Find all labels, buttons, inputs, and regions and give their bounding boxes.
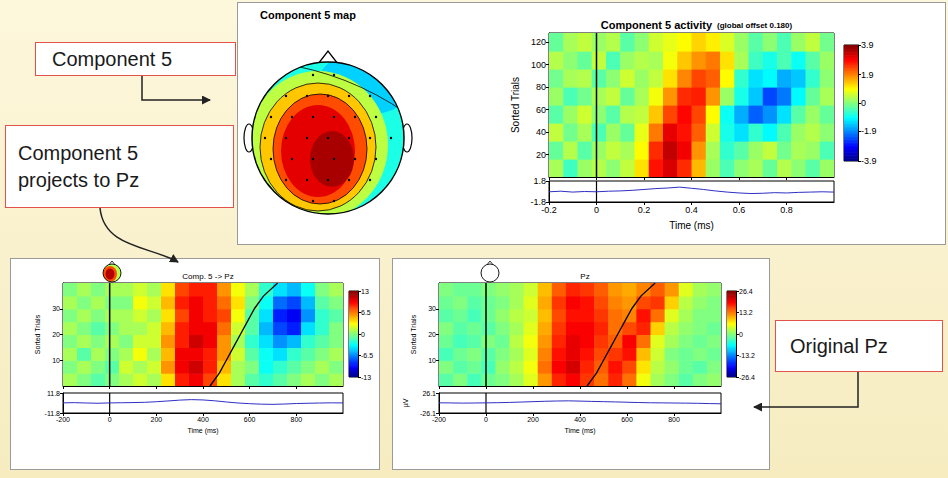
svg-text:Comp. 5 -> Pz: Comp. 5 -> Pz (182, 272, 233, 281)
svg-text:Sorted Trials: Sorted Trials (34, 314, 41, 354)
svg-text:400: 400 (197, 416, 209, 423)
svg-text:13: 13 (361, 288, 369, 295)
svg-text:26.4: 26.4 (739, 288, 753, 295)
svg-text:-200: -200 (56, 416, 70, 423)
svg-text:10: 10 (428, 357, 436, 364)
html-text:Component 5: Component 5 (52, 47, 173, 70)
svg-text:µV: µV (402, 398, 410, 407)
svg-text:Time (ms): Time (ms) (669, 220, 714, 231)
svg-text:1.8: 1.8 (533, 176, 546, 186)
svg-text:20: 20 (428, 331, 436, 338)
svg-text:26.1: 26.1 (422, 390, 436, 397)
svg-text:-200: -200 (432, 416, 446, 423)
svg-text:80: 80 (536, 82, 546, 92)
svg-text:-26.4: -26.4 (739, 374, 755, 381)
svg-text:-13.2: -13.2 (739, 352, 755, 359)
svg-text:Sorted Trials: Sorted Trials (510, 77, 521, 133)
svg-text:3.9: 3.9 (861, 40, 874, 50)
svg-text:0: 0 (108, 416, 112, 423)
svg-text:-0.2: -0.2 (541, 205, 557, 215)
html-text:Original Pz: Original Pz (790, 334, 888, 357)
svg-text:11.8: 11.8 (47, 390, 60, 397)
svg-text:600: 600 (621, 416, 633, 423)
svg-text:-3.9: -3.9 (861, 156, 877, 166)
svg-text:0: 0 (861, 98, 866, 108)
svg-text:Sorted Trials: Sorted Trials (410, 314, 417, 354)
svg-text:0: 0 (361, 331, 365, 338)
svg-text:30: 30 (52, 305, 60, 312)
svg-text:Component 5 activity: Component 5 activity (601, 19, 713, 31)
svg-text:13.2: 13.2 (739, 309, 753, 316)
svg-text:20: 20 (52, 331, 60, 338)
html-text:Component 5 map: Component 5 map (260, 9, 356, 21)
svg-text:0: 0 (739, 331, 743, 338)
svg-text:0: 0 (484, 416, 488, 423)
svg-text:600: 600 (244, 416, 256, 423)
svg-text:1.9: 1.9 (861, 70, 874, 80)
svg-text:-6.5: -6.5 (361, 352, 373, 359)
svg-text:-11.8: -11.8 (44, 409, 60, 417)
html-text:Component 5 projects to Pz: Component 5 projects to Pz (18, 141, 140, 191)
svg-text:(global offset 0.180): (global offset 0.180) (717, 21, 792, 30)
svg-text:60: 60 (536, 105, 546, 115)
svg-text:-1.9: -1.9 (861, 126, 877, 136)
svg-text:800: 800 (290, 416, 302, 423)
svg-text:120: 120 (531, 37, 546, 47)
svg-text:0: 0 (594, 205, 599, 215)
svg-text:0.8: 0.8 (780, 205, 793, 215)
svg-text:-1.8: -1.8 (530, 197, 546, 207)
svg-text:200: 200 (150, 416, 162, 423)
svg-text:200: 200 (527, 416, 539, 423)
svg-text:100: 100 (531, 60, 546, 70)
svg-text:20: 20 (536, 150, 546, 160)
svg-text:0.2: 0.2 (638, 205, 651, 215)
svg-text:6.5: 6.5 (361, 309, 371, 316)
svg-text:Pz: Pz (580, 272, 589, 281)
svg-text:10: 10 (52, 357, 60, 364)
svg-text:30: 30 (428, 305, 436, 312)
svg-text:40: 40 (536, 127, 546, 137)
svg-text:0.6: 0.6 (733, 205, 746, 215)
svg-text:-13: -13 (361, 374, 371, 381)
svg-text:0.4: 0.4 (685, 205, 698, 215)
svg-text:800: 800 (668, 416, 680, 423)
svg-text:-26.1: -26.1 (420, 409, 436, 417)
svg-text:Time (ms): Time (ms) (187, 427, 218, 435)
svg-text:Time (ms): Time (ms) (564, 427, 595, 435)
svg-text:400: 400 (574, 416, 586, 423)
